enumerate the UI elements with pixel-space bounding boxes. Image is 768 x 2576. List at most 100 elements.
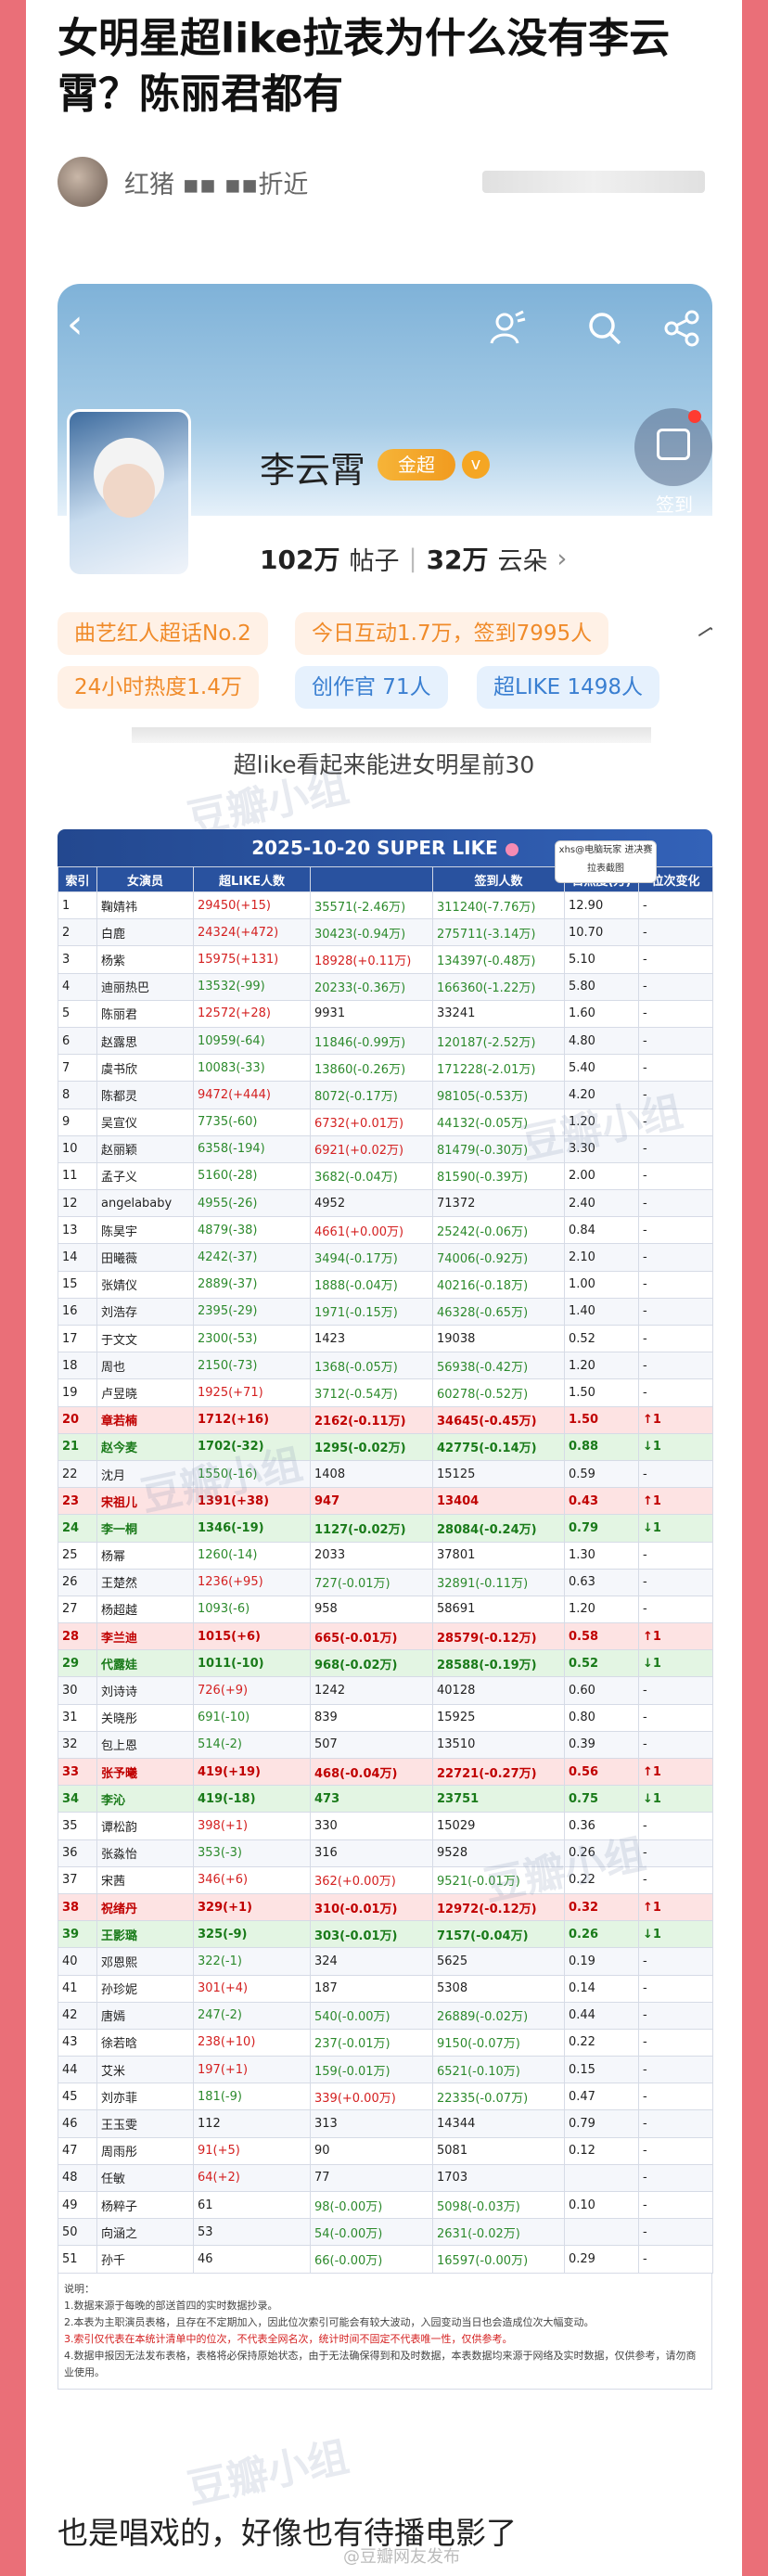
tag-interaction[interactable]: 今日互动1.7万，签到7995人 (295, 612, 609, 655)
table-row: 2 白鹿 24324(+472) 30423(-0.94万) 275711(-3.14万… (58, 918, 713, 947)
cell-actress: 鞠婧祎 (96, 891, 194, 920)
cell-heat: 0.80 (564, 1703, 639, 1732)
cell-change: ↓1 (638, 1514, 713, 1543)
table-row: 13 陈昊宇 4879(-38) 4661(+0.00万) 25242(-0.06万) 0… (58, 1216, 713, 1245)
table-row: 42 唐嫣 247(-2) 540(-0.00万) 26889(-0.02万) 0.44- (58, 2001, 713, 2030)
cell-col3: 35571(-2.46万) (310, 891, 433, 920)
cell-index: 25 (58, 1541, 97, 1570)
cell-superlike: 1712(+16) (193, 1405, 311, 1434)
table-row: 36 张淼怡 353(-3) 316 9528 0.26- (58, 1839, 713, 1867)
cell-signin: 56938(-0.42万) (432, 1352, 565, 1380)
cell-signin: 16597(-0.00万) (432, 2245, 565, 2274)
cell-heat: 0.22 (564, 1865, 639, 1894)
author-name[interactable]: 红猪 ▪▪ ▪▪折近 (124, 170, 309, 199)
table-row: 27 杨超越 1093(-6) 958 58691 1.20- (58, 1595, 713, 1624)
blurred-meta (482, 171, 705, 193)
cell-superlike: 238(+10) (193, 2028, 311, 2057)
cell-superlike: 325(-9) (193, 1920, 311, 1949)
cell-col3: 3712(-0.54万) (310, 1378, 433, 1407)
cell-index: 14 (58, 1243, 97, 1272)
chevron-up-icon[interactable]: ︿ (698, 606, 712, 643)
cell-signin: 58691 (432, 1595, 565, 1624)
table-row: 51 孙千 46 66(-0.00万) 16597(-0.00万) 0.29- (58, 2245, 713, 2274)
cell-signin: 9150(-0.07万) (432, 2028, 565, 2057)
tag-superlike[interactable]: 超LIKE 1498人 (477, 666, 660, 709)
table-row: 31 关晓彤 691(-10) 839 15925 0.80- (58, 1703, 713, 1732)
table-row: 17 于文文 2300(-53) 1423 19038 0.52- (58, 1324, 713, 1353)
table-row: 4 迪丽热巴 13532(-99) 20233(-0.36万) 166360(-1.22… (58, 972, 713, 1001)
cell-actress: 任敏 (96, 2163, 194, 2193)
cell-heat: 0.79 (564, 2109, 639, 2138)
cell-superlike: 1925(+71) (193, 1378, 311, 1407)
cell-signin: 40216(-0.18万) (432, 1270, 565, 1299)
cell-change: ↑1 (638, 1757, 713, 1787)
topic-cover-image[interactable] (67, 409, 191, 577)
cell-superlike: 10083(-33) (193, 1054, 311, 1083)
table-title-text: 2025-10-20 SUPER LIKE (251, 837, 498, 859)
tag-rank[interactable]: 曲艺红人超话No.2 (58, 612, 268, 655)
share-icon[interactable] (662, 308, 703, 349)
topic-stats[interactable]: 102万 帖子 | 32万 云朵 › (260, 540, 567, 577)
cell-index: 34 (58, 1785, 97, 1813)
table-row: 10 赵丽颖 6358(-194) 6921(+0.02万) 81479(-0.30万)… (58, 1134, 713, 1163)
cell-col3: 316 (310, 1839, 433, 1867)
cell-change: - (638, 2001, 713, 2030)
author-row[interactable]: 红猪 ▪▪ ▪▪折近 (58, 156, 308, 208)
cell-index: 21 (58, 1432, 97, 1461)
cell-col3: 3682(-0.04万) (310, 1161, 433, 1191)
note-line: 2.本表为主职演员表格，且存在不定期加入，因此位次索引可能会有较大波动，入园变动… (64, 2315, 595, 2328)
cell-index: 28 (58, 1622, 97, 1651)
cell-superlike: 64(+2) (193, 2163, 311, 2193)
cell-signin: 5625 (432, 1947, 565, 1976)
avatar[interactable] (58, 157, 108, 207)
signin-label[interactable]: 签到 (656, 493, 693, 516)
cell-signin: 98105(-0.53万) (432, 1081, 565, 1109)
table-header-row: 索引女演员超LIKE人数签到人数日热度(万)位次变化 (58, 866, 713, 892)
tag-creators[interactable]: 创作官 71人 (295, 666, 448, 709)
cell-col3: 1888(-0.04万) (310, 1270, 433, 1299)
note-line: 1.数据来源于每晚的部送首四的实时数据抄录。 (64, 2299, 278, 2312)
cell-col3: 237(-0.01万) (310, 2028, 433, 2057)
cell-signin: 13404 (432, 1487, 565, 1516)
verified-icon: v (462, 451, 490, 479)
cell-superlike: 398(+1) (193, 1812, 311, 1840)
cell-heat: 0.84 (564, 1216, 639, 1245)
cell-actress: 王玉雯 (96, 2109, 194, 2138)
cell-actress: 唐嫣 (96, 2001, 194, 2030)
cell-col3: 98(-0.00万) (310, 2190, 433, 2220)
cell-index: 2 (58, 918, 97, 947)
cell-change: - (638, 1324, 713, 1353)
gold-super-badge[interactable]: 金超 (378, 449, 455, 481)
cell-actress: 周也 (96, 1352, 194, 1380)
tag-heat[interactable]: 24小时热度1.4万 (58, 666, 259, 709)
user-icon[interactable] (488, 308, 529, 349)
cell-change: - (638, 1947, 713, 1976)
cell-change: - (638, 1730, 713, 1760)
cell-signin: 12972(-0.12万) (432, 1892, 565, 1922)
cell-signin: 26889(-0.02万) (432, 2001, 565, 2030)
cell-signin: 34645(-0.45万) (432, 1405, 565, 1434)
cell-heat: 4.80 (564, 1026, 639, 1056)
cell-actress: 王影璐 (96, 1920, 194, 1949)
cell-col3: 968(-0.02万) (310, 1649, 433, 1678)
cell-heat: 0.59 (564, 1459, 639, 1489)
superlike-table-image[interactable]: 2025-10-20 SUPER LIKE 索引女演员超LIKE人数签到人数日热… (58, 829, 713, 2390)
cell-change: - (638, 2028, 713, 2057)
cell-superlike: 7735(-60) (193, 1108, 311, 1136)
cell-actress: 代露娃 (96, 1649, 194, 1678)
search-icon[interactable] (584, 308, 625, 349)
cell-change: - (638, 1568, 713, 1596)
cell-superlike: 15975(+131) (193, 945, 311, 974)
cell-superlike: 1236(+95) (193, 1568, 311, 1596)
table-row: 15 张婧仪 2889(-37) 1888(-0.04万) 40216(-0.18万) 1… (58, 1270, 713, 1299)
cell-index: 47 (58, 2136, 97, 2165)
table-body: 1 鞠婧祎 29450(+15) 35571(-2.46万) 311240(-7.76万… (58, 891, 713, 2274)
back-icon[interactable]: ‹ (67, 301, 83, 348)
footer-watermark: @豆瓣网友发布 (343, 2547, 460, 2567)
superlike-table: 索引女演员超LIKE人数签到人数日热度(万)位次变化 1鞠婧祎29450(+15… (58, 866, 713, 2274)
cell-heat: 0.43 (564, 1487, 639, 1516)
cell-heat: 12.90 (564, 891, 639, 920)
cell-heat: 0.79 (564, 1514, 639, 1543)
cell-superlike: 91(+5) (193, 2136, 311, 2165)
signin-button[interactable] (634, 408, 712, 486)
